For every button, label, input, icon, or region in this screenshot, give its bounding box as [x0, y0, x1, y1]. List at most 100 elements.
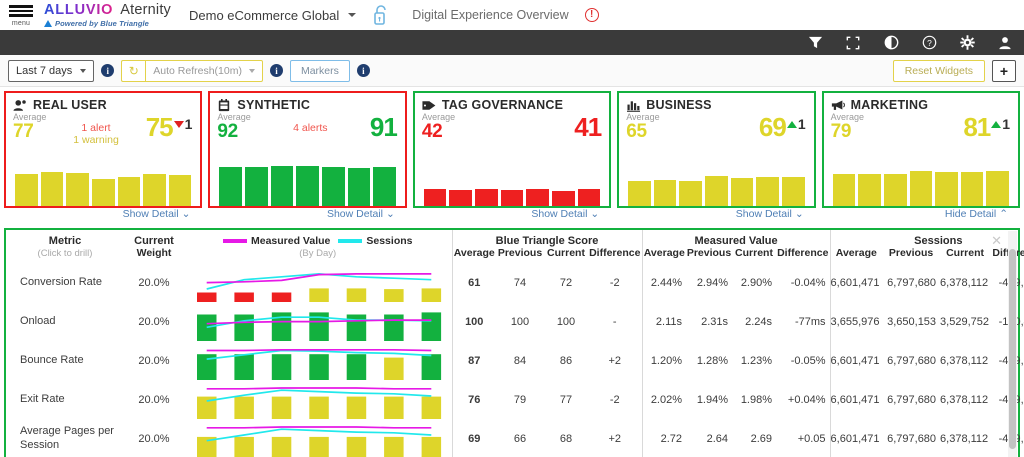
average-label: Average	[217, 112, 251, 122]
kpi-current-block: 91	[370, 113, 398, 140]
calendar-icon	[217, 98, 231, 112]
metric-name[interactable]: Exit Rate	[20, 392, 65, 405]
kpi-card-toggle-detail[interactable]: Show Detail ⌄	[122, 208, 191, 220]
kpi-bar	[373, 167, 396, 206]
kpi-bar	[117, 177, 141, 206]
col-measured-difference[interactable]: Difference	[777, 247, 829, 259]
table-row[interactable]: Exit Rate 20.0% 76 79 77 -2 2.02% 1.94% …	[6, 380, 1024, 419]
user-icon[interactable]	[996, 34, 1014, 52]
reset-widgets-button[interactable]: Reset Widgets	[892, 59, 985, 82]
sessions-previous: 6,797,680	[887, 354, 937, 367]
kpi-card-row: REAL USER Average 77 1 alert 1 warning 75…	[0, 87, 1024, 220]
kpi-card-tag-governance[interactable]: TAG GOVERNANCE Average 42 41 Show Detail…	[412, 91, 612, 220]
users-icon	[13, 99, 27, 112]
triangle-up-icon	[786, 120, 797, 128]
chevron-icon: ⌄	[794, 208, 804, 220]
kpi-bar	[40, 171, 64, 206]
kpi-alerts-block	[864, 113, 963, 122]
kpi-card-toggle-detail[interactable]: Hide Detail ⌃	[944, 208, 1009, 220]
help-icon[interactable]: ?	[920, 34, 938, 52]
info-icon[interactable]: i	[269, 64, 283, 77]
sessions-current: 6,378,112	[940, 432, 989, 445]
col-measured-current[interactable]: Current	[735, 247, 773, 259]
col-sessions-current[interactable]: Current	[946, 247, 984, 259]
kpi-card-body: Average 77 1 alert 1 warning 75 1	[6, 112, 200, 146]
kpi-bar	[321, 167, 345, 206]
measured-difference: -77ms	[794, 315, 826, 328]
refresh-icon[interactable]: ↻	[121, 59, 146, 82]
table-row[interactable]: Conversion Rate 20.0% 61 74 72 -2 2.44% …	[6, 263, 1024, 302]
kpi-card-header: SYNTHETIC	[210, 93, 404, 112]
delta-indicator: 1	[786, 116, 806, 132]
kpi-card-toggle-detail[interactable]: Show Detail ⌄	[531, 208, 600, 220]
markers-button[interactable]: Markers	[289, 59, 350, 82]
sessions-average: 6,601,471	[829, 263, 883, 302]
account-selector[interactable]: Demo eCommerce Global	[189, 8, 357, 23]
measured-current: 2.24s	[745, 315, 773, 328]
delta-value: 1	[184, 116, 193, 132]
menu-button[interactable]: menu	[0, 0, 42, 30]
score-previous: 100	[510, 315, 530, 328]
time-range-select[interactable]: Last 7 days	[8, 59, 95, 82]
col-sessions-previous[interactable]: Previous	[888, 247, 934, 259]
sessions-current: 6,378,112	[940, 393, 989, 406]
col-measured-average[interactable]: Average	[641, 247, 687, 263]
app-header: menu ALLUVIO Aternity Powered by Blue Tr…	[0, 0, 1024, 30]
kpi-card-header: REAL USER	[6, 93, 200, 112]
contrast-icon[interactable]	[882, 34, 900, 52]
measured-previous: 1.28%	[696, 354, 729, 367]
vertical-scrollbar[interactable]	[1008, 231, 1017, 457]
score-difference: -2	[609, 393, 620, 406]
col-score-difference[interactable]: Difference	[589, 247, 641, 259]
col-score-average[interactable]: Average	[451, 247, 496, 263]
metric-name[interactable]: Conversion Rate	[20, 275, 102, 288]
add-widget-button[interactable]: +	[992, 59, 1016, 82]
kpi-bar	[526, 189, 549, 206]
kpi-current-block: 41	[574, 112, 602, 142]
kpi-card-marketing[interactable]: MARKETING Average 79 81 1 Hide Detail ⌃	[821, 91, 1021, 220]
fullscreen-icon[interactable]	[844, 34, 862, 52]
current-value: 41	[574, 112, 602, 142]
kpi-card-toggle-detail[interactable]: Show Detail ⌄	[735, 208, 804, 220]
measured-current: 1.98%	[740, 393, 773, 406]
metric-name[interactable]: Average Pages per Session	[20, 424, 114, 451]
chart-legend: Measured Value Sessions	[184, 230, 452, 247]
filter-icon[interactable]	[806, 34, 824, 52]
table-row[interactable]: Bounce Rate 20.0% 87 84 86 +2 1.20% 1.28…	[6, 341, 1024, 380]
gear-icon[interactable]	[958, 34, 976, 52]
unlock-icon[interactable]	[372, 4, 390, 26]
sessions-average: 6,601,471	[829, 419, 883, 457]
auto-refresh-select[interactable]: Auto Refresh(10m)	[145, 59, 263, 82]
table-row[interactable]: Onload 20.0% 100 100 100 - 2.11s 2.31s 2…	[6, 302, 1024, 341]
col-score-previous[interactable]: Previous	[497, 247, 543, 259]
close-icon[interactable]: ✕	[991, 233, 1002, 248]
kpi-card-synthetic[interactable]: SYNTHETIC Average 92 4 alerts 91 Show De…	[208, 91, 407, 220]
kpi-bar	[883, 174, 907, 206]
measured-average: 2.02%	[641, 380, 687, 419]
table-row[interactable]: Average Pages per Session 20.0% 69 66 68…	[6, 419, 1024, 457]
kpi-bar	[423, 189, 447, 206]
kpi-bar	[66, 173, 89, 206]
kpi-bar	[858, 174, 881, 206]
info-icon[interactable]: i	[356, 64, 370, 77]
kpi-bar	[986, 170, 1009, 206]
warning-circle-icon[interactable]: !	[584, 8, 599, 22]
col-sessions-average[interactable]: Average	[829, 247, 883, 263]
brand-logo: ALLUVIO Aternity Powered by Blue Triangl…	[44, 3, 171, 27]
col-metric-sub: (Click to drill)	[37, 247, 93, 259]
info-icon[interactable]: i	[101, 64, 115, 77]
score-average: 76	[451, 380, 496, 419]
kpi-card-real-user[interactable]: REAL USER Average 77 1 alert 1 warning 75…	[4, 91, 203, 220]
metric-name[interactable]: Bounce Rate	[20, 353, 84, 366]
col-score-current[interactable]: Current	[547, 247, 585, 259]
tag-icon	[422, 99, 436, 112]
average-value: 77	[13, 121, 34, 143]
kpi-card-business[interactable]: BUSINESS Average 65 69 1 Show Detail ⌄	[617, 91, 816, 220]
powered-by-label: Powered by Blue Triangle	[55, 18, 149, 28]
kpi-bar	[475, 189, 498, 206]
col-measured-previous[interactable]: Previous	[686, 247, 732, 259]
metric-name[interactable]: Onload	[20, 314, 56, 327]
menu-label: menu	[11, 20, 31, 28]
kpi-card-toggle-detail[interactable]: Show Detail ⌄	[326, 208, 395, 220]
chevron-down-icon	[80, 68, 87, 73]
